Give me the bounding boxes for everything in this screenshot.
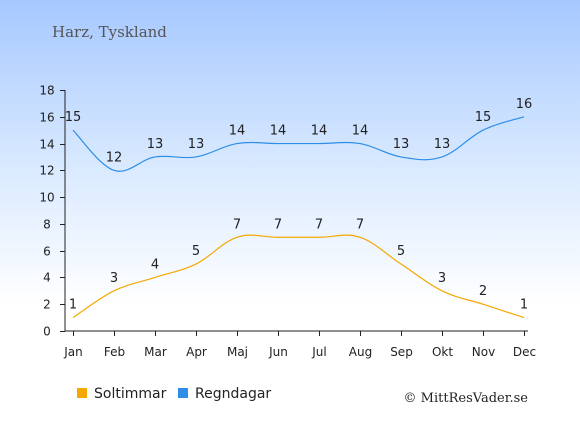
series-line-soltimmar <box>72 234 525 319</box>
data-label-soltimmar: 5 <box>397 244 405 259</box>
x-tick-label: Sep <box>390 345 413 359</box>
data-label-regndagar: 14 <box>352 124 369 139</box>
data-label-soltimmar: 3 <box>438 271 446 286</box>
chart-title: Harz, Tyskland <box>52 23 167 41</box>
data-label-regndagar: 15 <box>65 110 82 125</box>
data-label-regndagar: 15 <box>475 110 492 125</box>
data-label-regndagar: 14 <box>229 124 246 139</box>
data-label-soltimmar: 7 <box>315 217 323 232</box>
x-tick-label: Feb <box>104 345 125 359</box>
data-label-regndagar: 13 <box>188 137 205 152</box>
y-tick-label: 0 <box>43 325 51 339</box>
x-tick-label: Jan <box>63 345 83 359</box>
data-label-soltimmar: 7 <box>233 217 241 232</box>
legend-swatch-regndagar <box>178 388 188 398</box>
x-tick-label: Maj <box>227 345 248 359</box>
data-label-soltimmar: 7 <box>274 217 282 232</box>
y-tick-label: 12 <box>39 164 54 178</box>
data-label-regndagar: 14 <box>311 124 328 139</box>
x-tick-label: Jul <box>311 345 326 359</box>
y-tick-label: 14 <box>39 138 54 152</box>
data-label-soltimmar: 4 <box>151 257 159 272</box>
data-label-soltimmar: 1 <box>520 298 528 313</box>
x-tick-label: Jun <box>268 345 288 359</box>
x-tick-label: Aug <box>349 345 372 359</box>
y-tick-label: 4 <box>43 271 51 285</box>
series-lines <box>72 116 525 319</box>
legend-label-regndagar: Regndagar <box>195 386 271 402</box>
data-label-soltimmar: 3 <box>110 271 118 286</box>
x-tick-label: Okt <box>432 345 453 359</box>
data-label-regndagar: 13 <box>393 137 410 152</box>
series-line-regndagar <box>72 116 525 172</box>
y-tick-label: 10 <box>39 191 54 205</box>
legend-label-soltimmar: Soltimmar <box>94 386 167 402</box>
data-label-soltimmar: 2 <box>479 284 487 299</box>
x-tick-label: Nov <box>472 345 495 359</box>
data-label-regndagar: 16 <box>516 97 533 112</box>
y-tick-label: 16 <box>39 111 54 125</box>
data-label-regndagar: 13 <box>147 137 164 152</box>
data-label-soltimmar: 1 <box>69 298 77 313</box>
data-label-regndagar: 13 <box>434 137 451 152</box>
data-label-soltimmar: 5 <box>192 244 200 259</box>
x-tick-label: Dec <box>513 345 536 359</box>
data-label-regndagar: 14 <box>270 124 287 139</box>
x-tick-label: Mar <box>144 345 167 359</box>
data-label-soltimmar: 7 <box>356 217 364 232</box>
data-label-regndagar: 12 <box>106 150 123 165</box>
y-tick-label: 6 <box>43 245 51 259</box>
credit-text: © MittResVader.se <box>404 391 529 406</box>
y-tick-label: 2 <box>43 298 51 312</box>
legend: Soltimmar Regndagar <box>77 386 271 402</box>
legend-swatch-soltimmar <box>77 388 87 398</box>
y-tick-label: 8 <box>43 218 51 232</box>
y-tick-label: 18 <box>39 84 54 98</box>
x-tick-label: Apr <box>186 345 207 359</box>
